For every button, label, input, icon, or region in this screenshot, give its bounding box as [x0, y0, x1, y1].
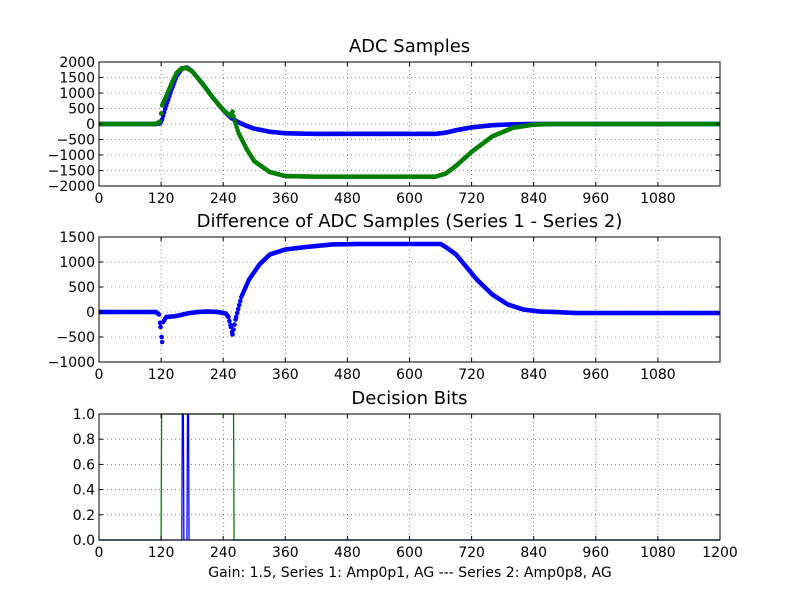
y-tick-label: 0.8: [73, 432, 95, 448]
y-tick-label: 1000: [59, 86, 95, 102]
y-tick-label: −500: [57, 330, 95, 346]
y-tick-label: 1500: [59, 230, 95, 246]
chart-title: Decision Bits: [351, 388, 467, 409]
data-point: [158, 324, 163, 330]
data-point: [162, 106, 168, 112]
x-tick-label: 960: [582, 191, 609, 207]
data-point: [236, 302, 242, 308]
y-tick-label: 0.2: [73, 508, 95, 524]
series-line: [99, 413, 720, 541]
y-tick-label: −1000: [48, 355, 95, 371]
data-point: [231, 113, 236, 119]
figure-caption: Gain: 1.5, Series 1: Amp0p1, AG --- Seri…: [208, 565, 612, 581]
y-tick-label: 0: [86, 305, 95, 321]
axes-frame: [98, 236, 721, 363]
y-tick-label: −500: [57, 133, 95, 149]
x-tick-label: 480: [334, 545, 361, 561]
x-tick-label: 1080: [640, 545, 676, 561]
plot-area: [99, 65, 720, 179]
x-tick-label: 720: [458, 191, 485, 207]
data-point: [235, 306, 241, 312]
plot-area: [99, 413, 720, 541]
data-point: [157, 119, 163, 124]
x-tick-label: 240: [210, 367, 237, 383]
x-tick-label: 1200: [702, 545, 738, 561]
x-tick-label: 240: [210, 191, 237, 207]
series-line: [99, 413, 720, 541]
x-tick-label: 840: [520, 191, 547, 207]
x-tick-label: 0: [95, 367, 104, 383]
data-point: [234, 310, 240, 316]
x-tick-label: 840: [520, 545, 547, 561]
data-point: [226, 314, 231, 320]
data-point: [159, 339, 165, 345]
data-point: [237, 298, 243, 304]
x-tick-label: 960: [582, 545, 609, 561]
x-tick-label: 600: [396, 367, 423, 383]
y-tick-label: −2000: [48, 179, 95, 195]
x-tick-label: 360: [272, 545, 299, 561]
data-point: [230, 332, 235, 337]
x-tick-label: 1080: [640, 367, 676, 383]
y-tick-label: 500: [68, 280, 95, 296]
chart-title: ADC Samples: [349, 36, 470, 57]
y-tick-label: 0.4: [73, 483, 95, 499]
y-tick-label: 500: [68, 102, 95, 118]
x-tick-label: 0: [95, 545, 104, 561]
x-tick-label: 120: [148, 367, 175, 383]
axes-frame: [98, 413, 721, 541]
data-point: [158, 111, 164, 116]
x-tick-label: 1080: [640, 191, 676, 207]
x-tick-label: 480: [334, 367, 361, 383]
adc-samples-panel: 0 120 240 360 480 600 720 840 960 1080 20001500100…: [48, 36, 721, 207]
x-tick-label: 840: [520, 367, 547, 383]
x-tick-label: 240: [210, 545, 237, 561]
y-tick-label: 1000: [59, 255, 95, 271]
x-tick-label: 0: [95, 191, 104, 207]
x-tick-label: 120: [148, 545, 175, 561]
x-tick-label: 600: [396, 191, 423, 207]
data-point: [227, 318, 232, 324]
data-point: [230, 109, 235, 114]
x-tick-label: 720: [458, 545, 485, 561]
y-tick-label: 1.0: [73, 407, 95, 423]
y-tick-label: −1000: [48, 148, 95, 164]
y-tick-label: 0.6: [73, 457, 95, 473]
x-tick-label: 360: [272, 367, 299, 383]
data-point: [156, 312, 162, 317]
y-tick-label: 0.0: [73, 533, 95, 549]
data-point: [233, 314, 239, 320]
chart-title: Difference of ADC Samples (Series 1 - Se…: [197, 211, 623, 232]
decision-bits-panel: 0 120 240 360 480 600 720 840 960 1080 1200 1.0 0.8 0…: [73, 388, 738, 561]
data-point: [232, 322, 237, 327]
y-tick-label: 1500: [59, 71, 95, 87]
x-tick-label: 600: [396, 545, 423, 561]
x-tick-label: 120: [148, 191, 175, 207]
y-tick-label: −1500: [48, 164, 95, 180]
y-tick-label: 0: [86, 117, 95, 133]
difference-panel: 0 120 240 360 480 600 720 840 960 1080 1500 1000 500…: [48, 211, 721, 383]
x-tick-label: 720: [458, 367, 485, 383]
data-point: [159, 334, 164, 340]
x-tick-label: 480: [334, 191, 361, 207]
data-point: [231, 327, 236, 332]
x-tick-label: 360: [272, 191, 299, 207]
y-tick-label: 2000: [59, 55, 95, 71]
x-tick-label: 960: [582, 367, 609, 383]
